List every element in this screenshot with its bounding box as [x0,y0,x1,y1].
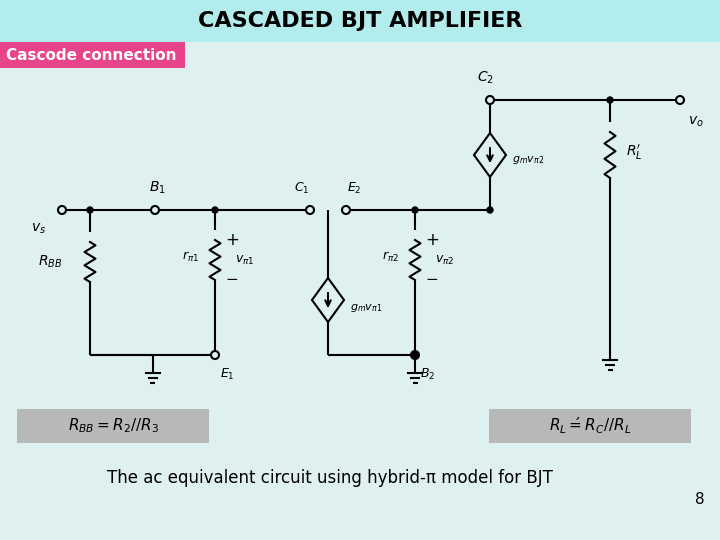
Circle shape [486,96,494,104]
Text: +: + [225,231,239,249]
Text: $B_1$: $B_1$ [148,180,166,196]
Text: The ac equivalent circuit using hybrid-π model for BJT: The ac equivalent circuit using hybrid-π… [107,469,553,487]
Text: $g_m v_{\pi 2}$: $g_m v_{\pi 2}$ [512,154,544,166]
Text: $E_2$: $E_2$ [347,181,361,196]
Circle shape [412,207,418,213]
Text: $r_{\pi 1}$: $r_{\pi 1}$ [182,250,199,264]
Text: $g_m v_{\pi 1}$: $g_m v_{\pi 1}$ [350,302,382,314]
Circle shape [87,207,93,213]
Text: $-$: $-$ [425,271,438,286]
Circle shape [412,352,418,358]
Text: $B_2$: $B_2$ [420,367,435,382]
Circle shape [607,97,613,103]
FancyBboxPatch shape [0,42,185,68]
Text: Cascode connection: Cascode connection [6,48,176,63]
Circle shape [487,207,493,213]
FancyBboxPatch shape [17,409,209,443]
Text: $E_1$: $E_1$ [220,367,235,382]
Text: $v_{\pi 1}$: $v_{\pi 1}$ [235,253,254,267]
Text: $R_{BB} = R_2 // R_3$: $R_{BB} = R_2 // R_3$ [68,417,158,435]
FancyBboxPatch shape [0,0,720,42]
Circle shape [58,206,66,214]
Text: $R_L\'= R_C // R_L$: $R_L\'= R_C // R_L$ [549,416,631,436]
Circle shape [212,207,218,213]
Text: $R_{BB}$: $R_{BB}$ [37,254,62,270]
Text: 8: 8 [696,492,705,508]
Text: $v_s$: $v_s$ [31,222,46,237]
Text: $R_L'$: $R_L'$ [626,143,642,161]
Circle shape [151,206,159,214]
Text: +: + [425,231,439,249]
FancyBboxPatch shape [489,409,691,443]
Text: $C_2$: $C_2$ [477,70,493,86]
Circle shape [676,96,684,104]
Text: $v_o$: $v_o$ [688,115,703,130]
Text: $r_{\pi 2}$: $r_{\pi 2}$ [382,250,399,264]
Text: $v_{\pi 2}$: $v_{\pi 2}$ [435,253,454,267]
Text: CASCADED BJT AMPLIFIER: CASCADED BJT AMPLIFIER [198,11,522,31]
Circle shape [211,351,219,359]
Text: $-$: $-$ [225,271,238,286]
Text: $C_1$: $C_1$ [294,181,310,196]
Circle shape [342,206,350,214]
Circle shape [411,351,419,359]
Circle shape [306,206,314,214]
